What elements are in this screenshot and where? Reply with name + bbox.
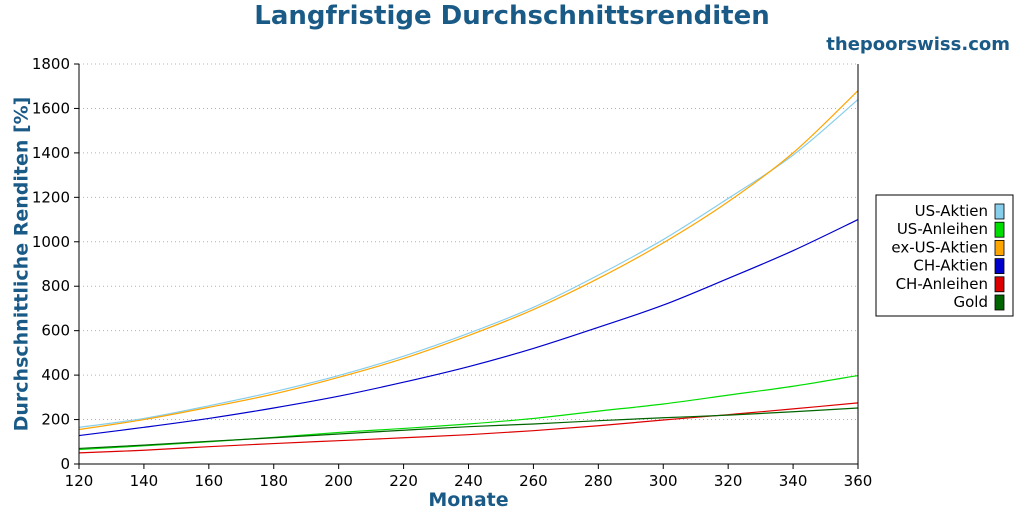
x-tick-label: 360 [844,472,873,490]
x-tick-label: 220 [389,472,418,490]
y-axis-label: Durchschnittliche Renditen [%] [11,97,33,432]
series-line-ch-aktien [78,219,859,437]
legend-label: Gold [954,293,989,311]
legend-swatch [994,239,1005,256]
legend-swatch [994,276,1005,293]
legend-label: US-Anleihen [897,220,988,238]
y-tick-label: 600 [41,322,70,340]
x-tick-label: 120 [65,472,94,490]
y-tick-label: 1600 [32,99,70,117]
legend-item: CH-Aktien [913,257,1005,275]
legend-label: CH-Anleihen [896,275,988,293]
y-tick-label: 400 [41,366,70,384]
x-axis-label: Monate [428,489,508,511]
x-tick-label: 280 [584,472,613,490]
series-line-gold [78,407,859,450]
x-tick-label: 260 [519,472,548,490]
legend-item: Gold [954,293,1005,311]
chart-title: Langfristige Durchschnittsrenditen [254,1,770,31]
x-tick-label: 240 [454,472,483,490]
y-tick-label: 200 [41,411,70,429]
legend-item: ex-US-Aktien [891,238,1005,256]
legend-swatch [994,203,1005,220]
series-line-ex-us-aktien [78,90,859,431]
legend-label: US-Aktien [915,202,988,220]
x-tick-label: 200 [324,472,353,490]
y-tick-label: 1400 [32,144,70,162]
legend-label: ex-US-Aktien [891,238,988,256]
legend-swatch [994,294,1005,311]
legend-swatch [994,221,1005,238]
legend-item: CH-Anleihen [896,275,1005,293]
legend-box [875,194,1014,317]
x-tick-label: 340 [779,472,808,490]
legend: US-AktienUS-Anleihenex-US-AktienCH-Aktie… [875,194,1014,317]
brand-watermark: thepoorswiss.com [826,34,1010,55]
x-tick-label: 320 [714,472,743,490]
legend-item: US-Anleihen [897,220,1005,238]
legend-item: US-Aktien [915,202,1005,220]
y-tick-label: 1800 [32,55,70,73]
y-axis-ticks: 0 200 400 600 800 1000 1200 1400 1600 1800 [32,55,79,473]
x-tick-label: 180 [259,472,288,490]
axes [78,64,859,465]
series-lines [78,90,859,454]
y-tick-label: 0 [60,455,70,473]
series-line-us-anleihen [78,374,859,451]
x-tick-label: 160 [195,472,224,490]
x-tick-label: 140 [130,472,159,490]
x-tick-label: 300 [649,472,678,490]
legend-label: CH-Aktien [913,257,988,275]
legend-swatch [994,258,1005,275]
y-tick-label: 800 [41,277,70,295]
y-tick-label: 1200 [32,188,70,206]
x-axis-ticks: 120 140 160 180 200 220 240 260 280 300 320 340 360 [65,464,873,490]
series-line-us-aktien [78,99,859,428]
y-tick-label: 1000 [32,233,70,251]
